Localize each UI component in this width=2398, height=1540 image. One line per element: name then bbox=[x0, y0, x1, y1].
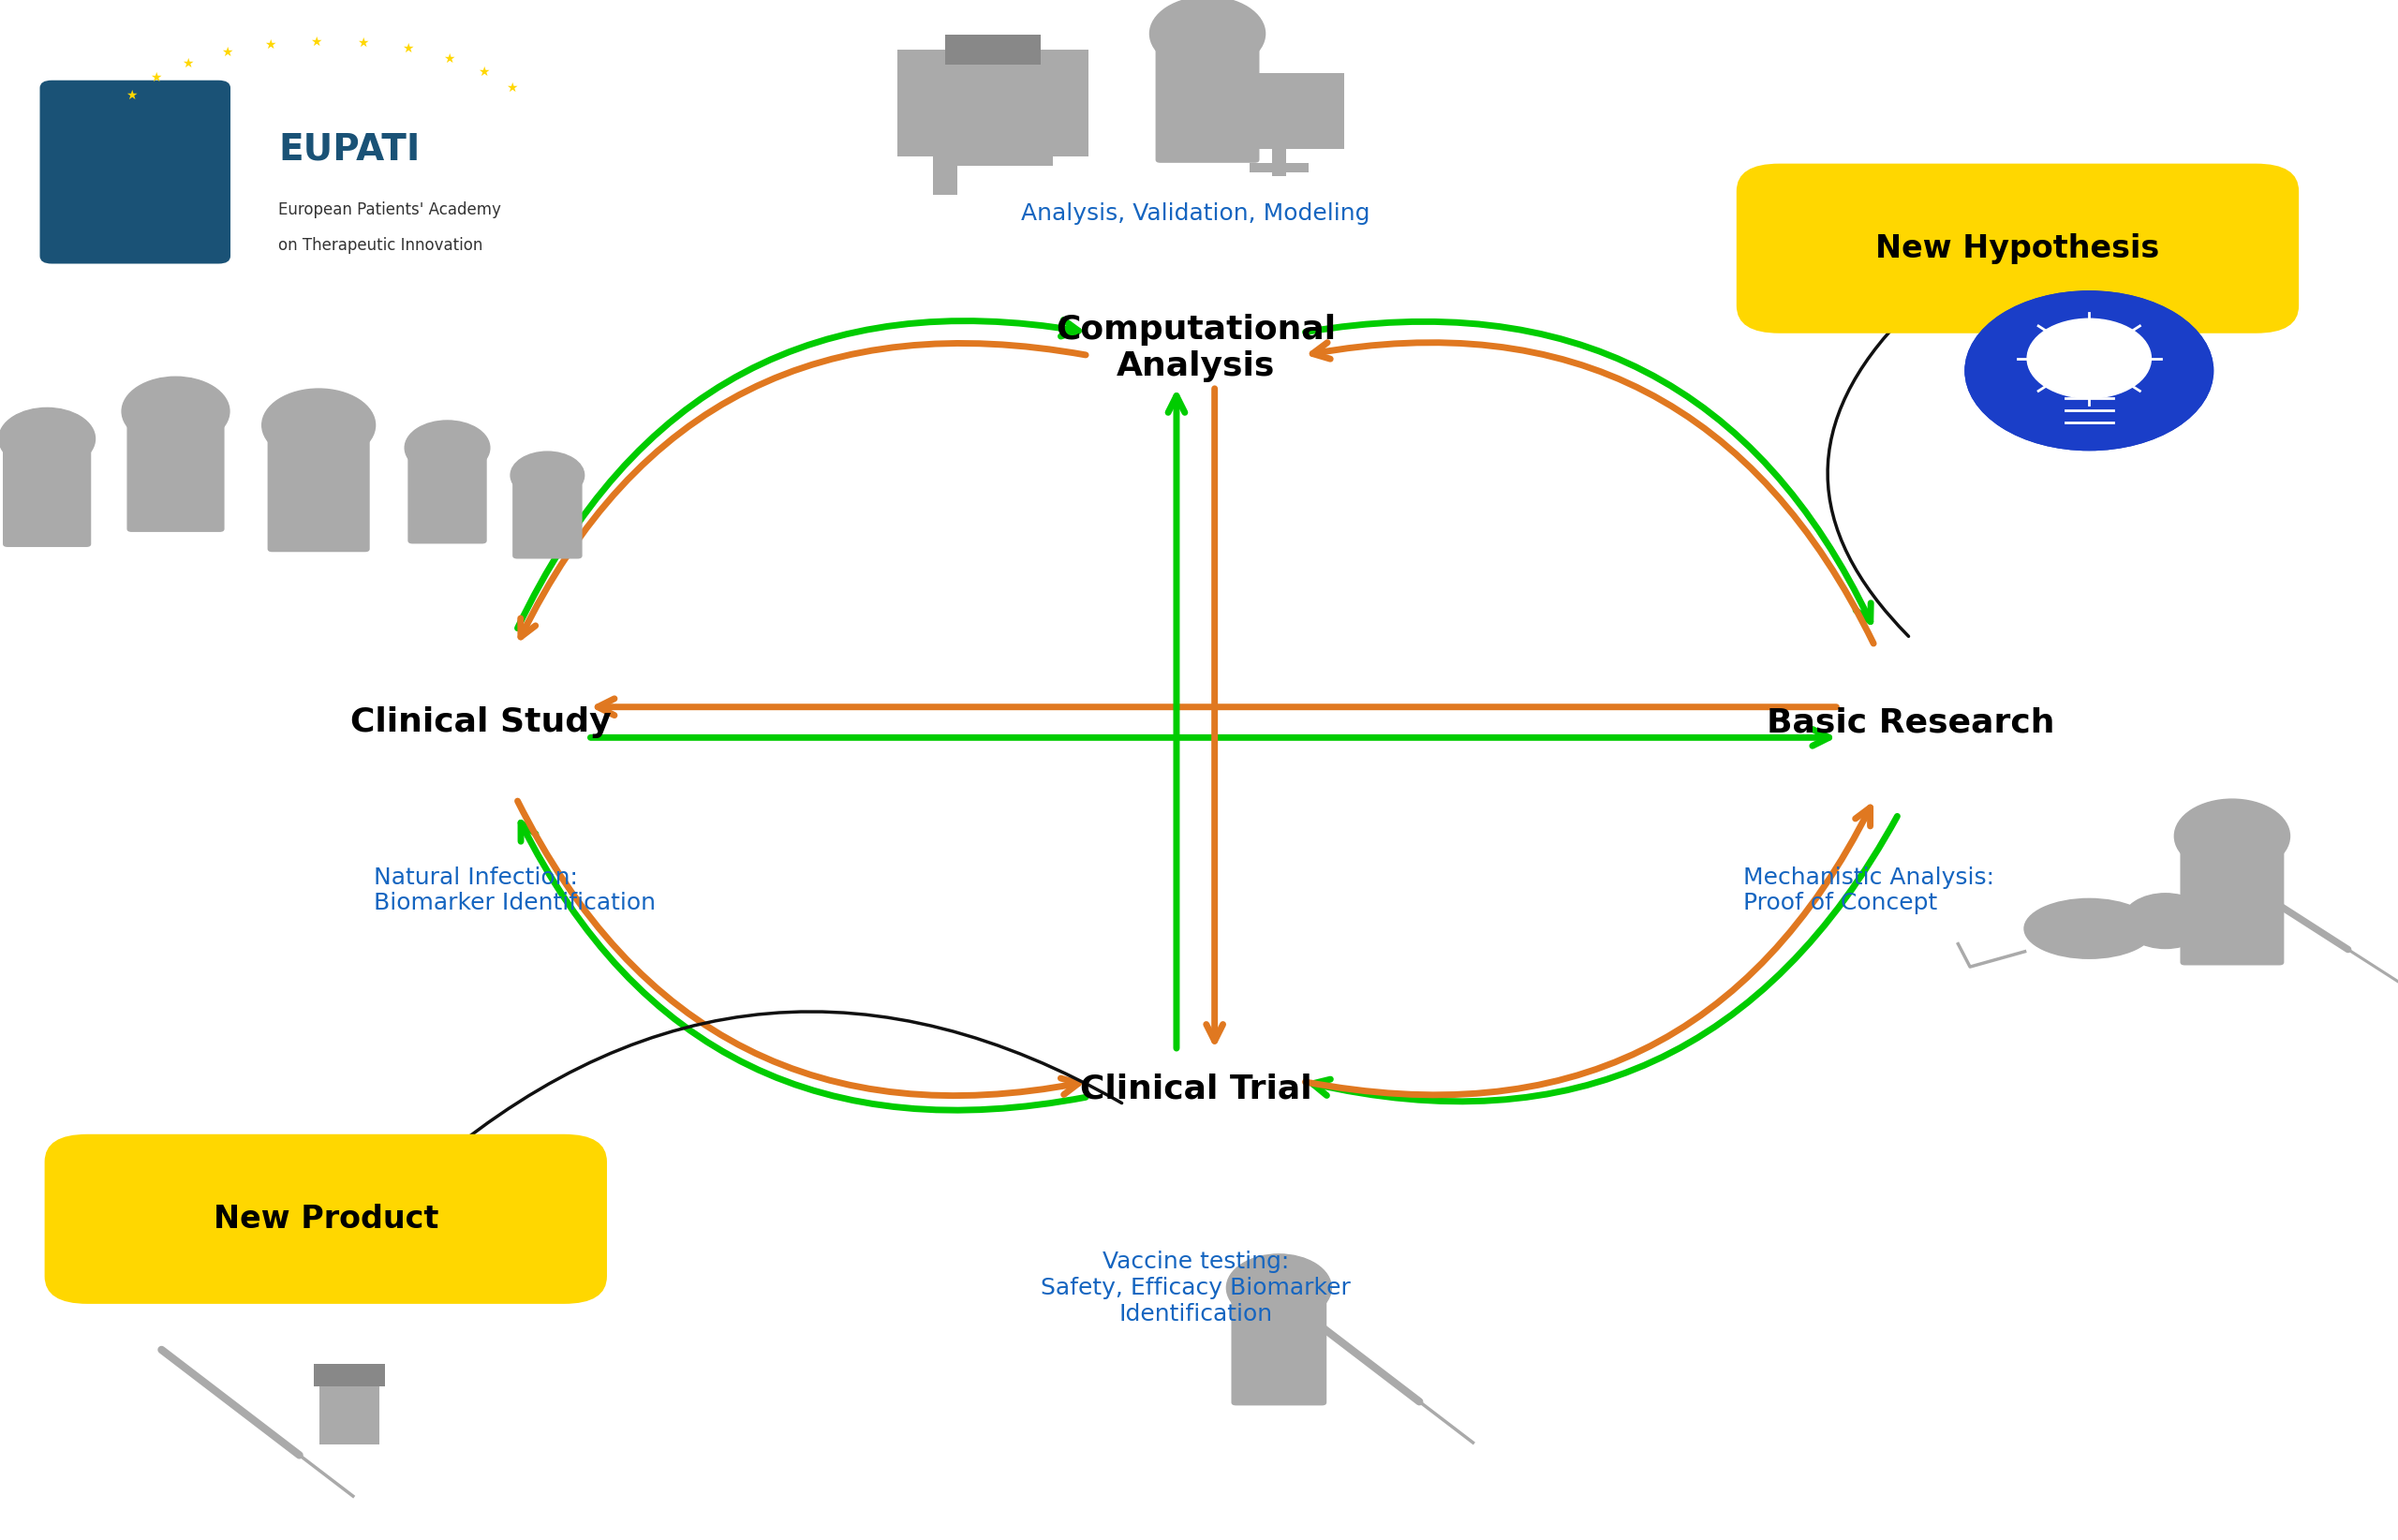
Circle shape bbox=[2026, 319, 2151, 399]
FancyBboxPatch shape bbox=[933, 148, 1053, 166]
Circle shape bbox=[1225, 1254, 1331, 1321]
Text: ★: ★ bbox=[149, 71, 161, 85]
FancyBboxPatch shape bbox=[46, 1133, 607, 1304]
Ellipse shape bbox=[2024, 898, 2156, 959]
Circle shape bbox=[1149, 0, 1266, 71]
Circle shape bbox=[0, 408, 96, 470]
Text: Clinical Study: Clinical Study bbox=[350, 707, 611, 738]
Text: Natural Infection:
Biomarker Identification: Natural Infection: Biomarker Identificat… bbox=[374, 865, 655, 915]
FancyBboxPatch shape bbox=[1156, 38, 1259, 163]
Circle shape bbox=[106, 116, 163, 152]
FancyBboxPatch shape bbox=[314, 1363, 386, 1386]
Text: Clinical Trial: Clinical Trial bbox=[1079, 1073, 1312, 1106]
FancyBboxPatch shape bbox=[1271, 137, 1285, 176]
FancyBboxPatch shape bbox=[74, 142, 122, 197]
Text: ★: ★ bbox=[182, 57, 194, 71]
Circle shape bbox=[1966, 291, 2213, 450]
Text: ★: ★ bbox=[312, 35, 321, 49]
Text: ★: ★ bbox=[357, 37, 369, 49]
Circle shape bbox=[2122, 893, 2209, 949]
FancyBboxPatch shape bbox=[1230, 1292, 1326, 1406]
Circle shape bbox=[122, 377, 230, 445]
Circle shape bbox=[261, 388, 374, 462]
Text: Basic Research: Basic Research bbox=[1767, 707, 2055, 738]
FancyBboxPatch shape bbox=[2, 442, 91, 547]
Text: New Hypothesis: New Hypothesis bbox=[1875, 233, 2161, 263]
Text: ★: ★ bbox=[125, 88, 137, 102]
Text: ★: ★ bbox=[403, 43, 415, 55]
Text: ★: ★ bbox=[506, 82, 518, 94]
Text: ★: ★ bbox=[264, 38, 276, 52]
FancyBboxPatch shape bbox=[2180, 841, 2283, 966]
Text: European Patients' Academy: European Patients' Academy bbox=[278, 202, 501, 219]
Circle shape bbox=[146, 126, 194, 157]
FancyBboxPatch shape bbox=[41, 80, 230, 263]
Circle shape bbox=[2175, 799, 2290, 873]
FancyBboxPatch shape bbox=[1213, 72, 1345, 149]
Circle shape bbox=[405, 420, 489, 474]
FancyBboxPatch shape bbox=[897, 49, 1089, 157]
Text: ✦: ✦ bbox=[2074, 353, 2105, 388]
Text: ★: ★ bbox=[444, 52, 456, 65]
Text: ★: ★ bbox=[477, 65, 489, 79]
Text: Analysis, Validation, Modeling: Analysis, Validation, Modeling bbox=[1022, 202, 1369, 225]
FancyBboxPatch shape bbox=[319, 1375, 379, 1445]
Text: Vaccine testing:
Safety, Efficacy Biomarker
Identification: Vaccine testing: Safety, Efficacy Biomar… bbox=[1041, 1250, 1350, 1324]
Text: on Therapeutic Innovation: on Therapeutic Innovation bbox=[278, 237, 482, 254]
FancyBboxPatch shape bbox=[1736, 163, 2300, 333]
Text: Mechanistic Analysis:
Proof of Concept: Mechanistic Analysis: Proof of Concept bbox=[1743, 865, 1995, 915]
FancyBboxPatch shape bbox=[933, 103, 957, 196]
FancyBboxPatch shape bbox=[146, 142, 194, 197]
FancyBboxPatch shape bbox=[513, 477, 583, 559]
FancyBboxPatch shape bbox=[108, 134, 163, 200]
FancyBboxPatch shape bbox=[127, 416, 225, 531]
FancyBboxPatch shape bbox=[1249, 163, 1309, 172]
Circle shape bbox=[1966, 291, 2213, 450]
FancyBboxPatch shape bbox=[269, 430, 369, 551]
Text: New Product: New Product bbox=[213, 1204, 439, 1235]
Circle shape bbox=[511, 451, 585, 499]
Text: Computational
Analysis: Computational Analysis bbox=[1055, 314, 1336, 382]
Text: ◉: ◉ bbox=[2074, 346, 2103, 379]
Text: EUPATI: EUPATI bbox=[278, 131, 420, 166]
Text: ★: ★ bbox=[221, 46, 233, 59]
Circle shape bbox=[77, 126, 122, 157]
FancyBboxPatch shape bbox=[945, 34, 1041, 65]
FancyBboxPatch shape bbox=[408, 451, 487, 544]
